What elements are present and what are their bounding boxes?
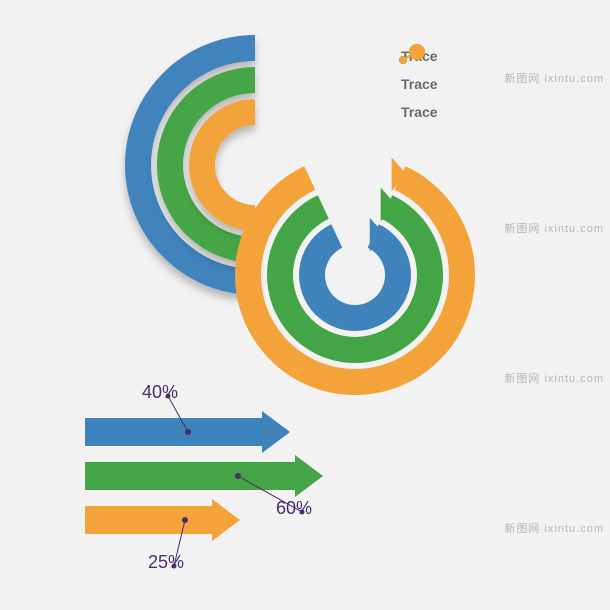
watermark-text: 新图网 ixintu.com — [504, 520, 604, 536]
infographic-canvas: TraceTraceTrace 40%60%25% 新图网 ixintu.com… — [0, 0, 610, 610]
watermark-text: 新图网 ixintu.com — [504, 220, 604, 236]
watermark-text: 新图网 ixintu.com — [504, 370, 604, 386]
connector-dot — [235, 473, 241, 479]
connector-dot — [185, 429, 191, 435]
watermark-text: 新图网 ixintu.com — [504, 70, 604, 86]
percentage-label: 40% — [142, 382, 178, 403]
percentage-label: 25% — [148, 552, 184, 573]
connector-dot — [182, 517, 188, 523]
percentage-label: 60% — [276, 498, 312, 519]
